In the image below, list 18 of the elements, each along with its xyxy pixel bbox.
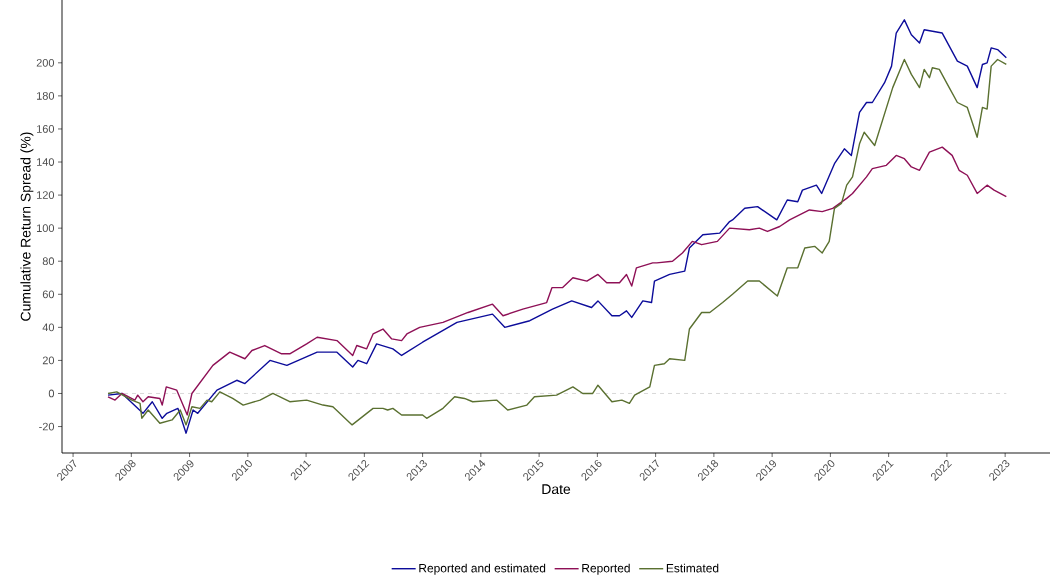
y-tick-label: 140 xyxy=(37,158,55,166)
y-tick-label: 20 xyxy=(42,356,55,365)
y-tick-label: 100 xyxy=(37,224,55,233)
y-tick-label: 0 xyxy=(48,389,55,398)
legend-label: Reported xyxy=(582,563,630,575)
legend-label: Reported and estimated xyxy=(419,563,546,575)
y-axis-title: Cumulative Return Spread (%) xyxy=(20,132,34,321)
y-tick-label: 200 xyxy=(36,58,55,67)
y-tick-label: 160 xyxy=(37,125,55,133)
x-axis-title: Date xyxy=(542,484,571,495)
legend-label: Estimated xyxy=(666,563,719,573)
y-tick-label: 120 xyxy=(37,191,55,199)
y-tick-label: -20 xyxy=(39,422,55,431)
y-tick-label: 40 xyxy=(42,323,55,332)
line-series xyxy=(107,146,1008,416)
y-tick-label: 60 xyxy=(42,290,55,299)
y-tick-label: 80 xyxy=(42,257,55,266)
y-tick-label: 180 xyxy=(37,92,55,100)
